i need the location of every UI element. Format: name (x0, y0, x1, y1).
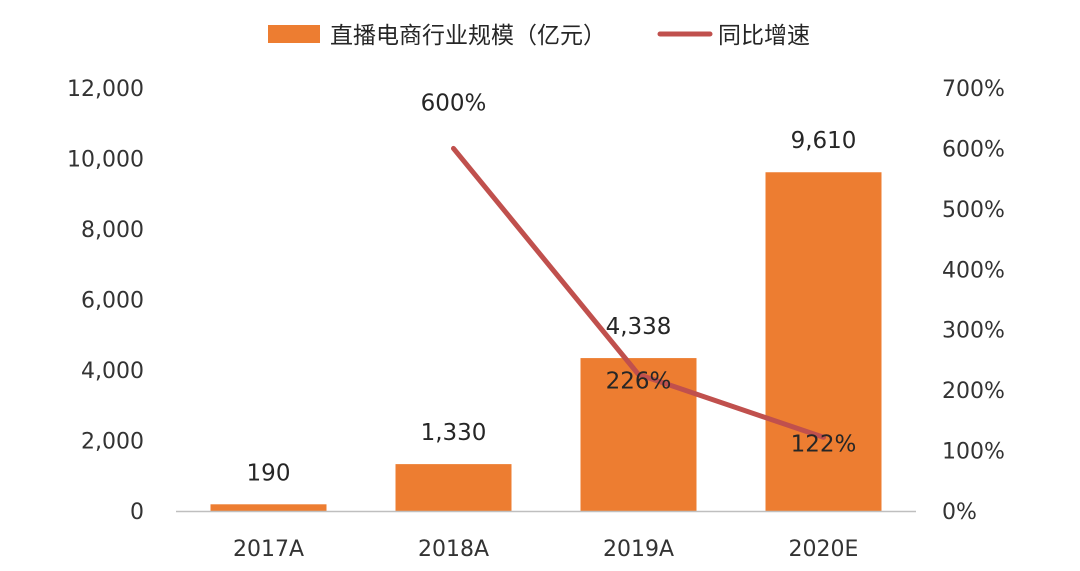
left-axis-tick-label: 2,000 (81, 430, 144, 455)
bar-2017A (210, 504, 327, 511)
right-axis-tick-label: 200% (942, 379, 1005, 404)
legend: 直播电商行业规模（亿元） 同比增速 (268, 23, 810, 49)
line-data-label: 600% (421, 90, 487, 116)
right-axis-tick-label: 500% (942, 198, 1005, 223)
right-axis-tick-label: 300% (942, 319, 1005, 344)
right-axis-tick-label: 400% (942, 258, 1005, 283)
bar-data-label: 190 (247, 460, 291, 486)
left-axis-tick-label: 6,000 (81, 289, 144, 314)
right-axis-tick-label: 100% (942, 440, 1005, 465)
growth-line (451, 145, 826, 440)
bar-data-label: 9,610 (791, 128, 857, 154)
bar-2019A (580, 358, 697, 511)
x-axis-tick-label: 2020E (789, 537, 859, 562)
bar-2020E (765, 172, 882, 511)
legend-bar-swatch (268, 25, 320, 43)
x-axis-tick-label: 2019A (603, 537, 674, 562)
line-data-labels: 600% 226% 122% (421, 90, 857, 457)
legend-line-label: 同比增速 (718, 23, 810, 49)
bar-data-labels: 190 1,330 4,338 9,610 (247, 128, 857, 486)
left-axis-tick-label: 12,000 (67, 77, 144, 102)
bar-series (210, 172, 882, 511)
left-axis-tick-label: 4,000 (81, 359, 144, 384)
x-axis-tick-label: 2018A (418, 537, 489, 562)
x-axis-tick-label: 2017A (233, 537, 304, 562)
bar-data-label: 4,338 (606, 314, 672, 340)
bar-data-label: 1,330 (421, 420, 487, 446)
left-axis-ticks: 0 2,000 4,000 6,000 8,000 10,000 12,000 (67, 77, 144, 525)
growth-line-series (451, 145, 826, 440)
left-axis-tick-label: 0 (130, 500, 144, 525)
left-axis-tick-label: 8,000 (81, 218, 144, 243)
left-axis-tick-label: 10,000 (67, 148, 144, 173)
right-axis-tick-label: 600% (942, 137, 1005, 162)
line-data-label: 226% (606, 368, 672, 394)
right-axis-tick-label: 0% (942, 500, 977, 525)
x-axis-ticks: 2017A 2018A 2019A 2020E (233, 537, 858, 562)
right-axis-tick-label: 700% (942, 77, 1005, 102)
legend-bar-label: 直播电商行业规模（亿元） (330, 23, 606, 49)
bar-2018A (395, 464, 512, 511)
right-axis-ticks: 0% 100% 200% 300% 400% 500% 600% 700% (942, 77, 1005, 525)
line-data-label: 122% (791, 431, 857, 457)
